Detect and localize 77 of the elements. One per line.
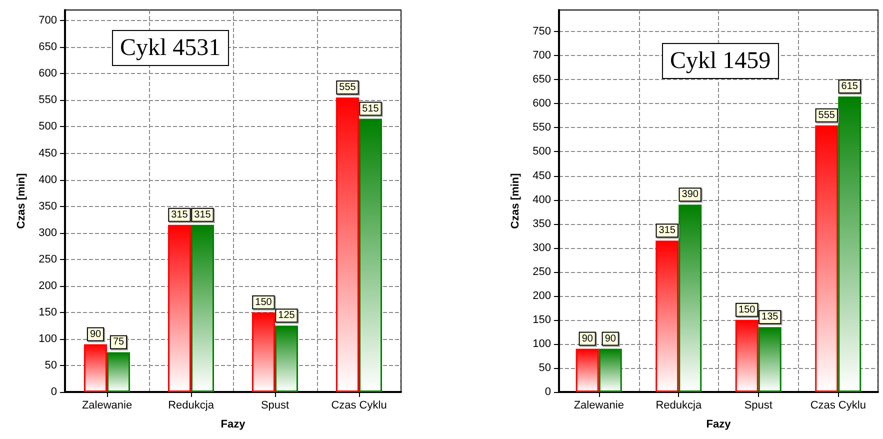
y-tick-label: 550 (532, 122, 551, 134)
data-label: 390 (682, 189, 699, 200)
x-tick-label: Czas Cyklu (331, 400, 387, 412)
y-tick-label: 0 (50, 386, 57, 398)
data-label: 90 (90, 328, 102, 340)
x-tick-label: Zalewanie (574, 400, 624, 412)
y-tick-label: 650 (532, 74, 551, 86)
data-label: 90 (582, 333, 594, 344)
bar (656, 240, 679, 392)
y-tick-label: 600 (38, 68, 57, 80)
y-tick-label: 500 (38, 120, 57, 133)
y-tick-label: 300 (532, 242, 551, 254)
bar (678, 204, 702, 392)
y-tick-label: 150 (532, 314, 551, 326)
text: Cykl 4531 (120, 35, 221, 61)
y-tick-label: 400 (38, 174, 57, 186)
y-tick-label: 600 (532, 98, 551, 110)
data-label: 555 (339, 82, 356, 94)
y-tick-label: 350 (38, 200, 57, 212)
y-tick-label: 200 (532, 290, 551, 302)
data-label: 555 (818, 110, 836, 121)
data-label: 150 (255, 296, 272, 308)
x-tick-label: Spust (260, 400, 290, 412)
y-tick-label: 550 (38, 94, 57, 106)
y-tick-label: 100 (38, 332, 57, 345)
bar (84, 344, 107, 392)
data-label: 75 (112, 336, 124, 348)
data-label: 515 (362, 103, 380, 114)
bar (107, 352, 130, 392)
bar (359, 118, 382, 392)
bar (815, 125, 838, 392)
data-label: 90 (604, 333, 616, 344)
y-tick-label: 200 (38, 280, 57, 292)
y-tick-label: 300 (38, 226, 57, 239)
y-tick-label: 250 (38, 253, 57, 266)
bar (758, 327, 782, 392)
bar (275, 326, 298, 392)
bar (168, 224, 191, 392)
data-label: 135 (762, 312, 779, 323)
data-label: 125 (278, 310, 296, 322)
y-tick-label: 350 (532, 218, 551, 230)
y-tick-label: 500 (532, 146, 551, 158)
bar (598, 348, 622, 392)
bar (191, 224, 214, 392)
x-tick-label: Spust (744, 400, 772, 412)
y-axis-title: Czas [min] (16, 172, 28, 229)
x-tick-label: Czas Cyklu (810, 400, 866, 412)
x-tick-label: Redukcja (168, 400, 215, 412)
y-tick-label: 0 (544, 386, 551, 398)
y-tick-label: 700 (38, 14, 57, 27)
x-tick-label: Zalewanie (82, 400, 132, 412)
x-axis-title: Fazy (706, 418, 732, 430)
y-tick-label: 700 (532, 50, 551, 62)
x-tick-label: Redukcja (656, 400, 702, 412)
data-label: 315 (194, 209, 212, 220)
y-tick-label: 250 (532, 266, 551, 278)
y-tick-label: 150 (38, 306, 57, 318)
y-tick-label: 650 (38, 41, 57, 54)
data-label: 150 (738, 304, 756, 316)
x-axis-title: Fazy (220, 418, 246, 430)
y-tick-label: 50 (538, 362, 551, 374)
y-tick-label: 750 (532, 26, 551, 38)
data-label: 615 (841, 80, 858, 92)
y-axis-title: Czas [min] (510, 172, 522, 229)
y-tick-label: 50 (44, 359, 57, 372)
y-tick-label: 450 (38, 147, 57, 160)
bar (735, 320, 758, 392)
bar (576, 348, 599, 392)
bar (838, 96, 862, 392)
bar (336, 98, 359, 392)
y-tick-label: 100 (532, 338, 551, 350)
bar (252, 312, 275, 392)
text: Cykl 1459 (670, 48, 771, 74)
y-tick-label: 400 (532, 194, 551, 206)
y-tick-label: 450 (532, 170, 551, 182)
data-label: 315 (171, 209, 188, 220)
data-label: 315 (658, 225, 676, 236)
